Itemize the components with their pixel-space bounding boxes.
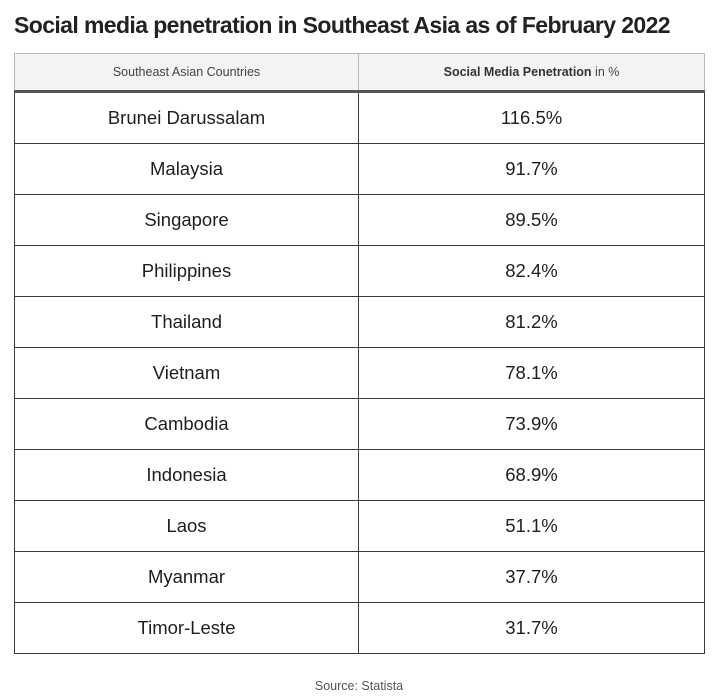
table-row: Singapore 89.5% <box>14 194 705 246</box>
penetration-value-cell: 73.9% <box>358 398 705 450</box>
country-cell: Timor-Leste <box>14 602 359 654</box>
table-row: Timor-Leste 31.7% <box>14 602 705 654</box>
country-cell: Philippines <box>14 245 359 297</box>
table-row: Myanmar 37.7% <box>14 551 705 603</box>
penetration-value-cell: 81.2% <box>358 296 705 348</box>
penetration-value-cell: 116.5% <box>358 91 705 144</box>
column-header-countries: Southeast Asian Countries <box>14 53 359 93</box>
column-header-penetration-strong: Social Media Penetration <box>443 65 592 79</box>
country-cell: Laos <box>14 500 359 552</box>
column-header-penetration: Social Media Penetration in % <box>358 53 705 93</box>
country-cell: Vietnam <box>14 347 359 399</box>
chart-title: Social media penetration in Southeast As… <box>14 12 671 38</box>
table-row: Cambodia 73.9% <box>14 398 705 450</box>
table-row: Indonesia 68.9% <box>14 449 705 501</box>
penetration-value-cell: 78.1% <box>358 347 705 399</box>
country-cell: Indonesia <box>14 449 359 501</box>
table-row: Vietnam 78.1% <box>14 347 705 399</box>
table-row: Philippines 82.4% <box>14 245 705 297</box>
country-cell: Myanmar <box>14 551 359 603</box>
country-cell: Cambodia <box>14 398 359 450</box>
table-row: Laos 51.1% <box>14 500 705 552</box>
penetration-value-cell: 68.9% <box>358 449 705 501</box>
country-cell: Singapore <box>14 194 359 246</box>
penetration-value-cell: 51.1% <box>358 500 705 552</box>
country-cell: Thailand <box>14 296 359 348</box>
table-row: Malaysia 91.7% <box>14 143 705 195</box>
table-row: Brunei Darussalam 116.5% <box>14 91 705 144</box>
penetration-table: Southeast Asian Countries Social Media P… <box>14 53 705 654</box>
column-header-penetration-unit: in % <box>591 65 620 79</box>
penetration-value-cell: 37.7% <box>358 551 705 603</box>
penetration-value-cell: 82.4% <box>358 245 705 297</box>
source-note: Source: Statista <box>314 679 404 693</box>
country-cell: Malaysia <box>14 143 359 195</box>
penetration-value-cell: 89.5% <box>358 194 705 246</box>
table-body: Brunei Darussalam 116.5% Malaysia 91.7% Sing… <box>14 91 705 654</box>
penetration-value-cell: 91.7% <box>358 143 705 195</box>
table-header-row: Southeast Asian Countries Social Media P… <box>14 53 705 93</box>
table-row: Thailand 81.2% <box>14 296 705 348</box>
penetration-value-cell: 31.7% <box>358 602 705 654</box>
country-cell: Brunei Darussalam <box>14 91 359 144</box>
